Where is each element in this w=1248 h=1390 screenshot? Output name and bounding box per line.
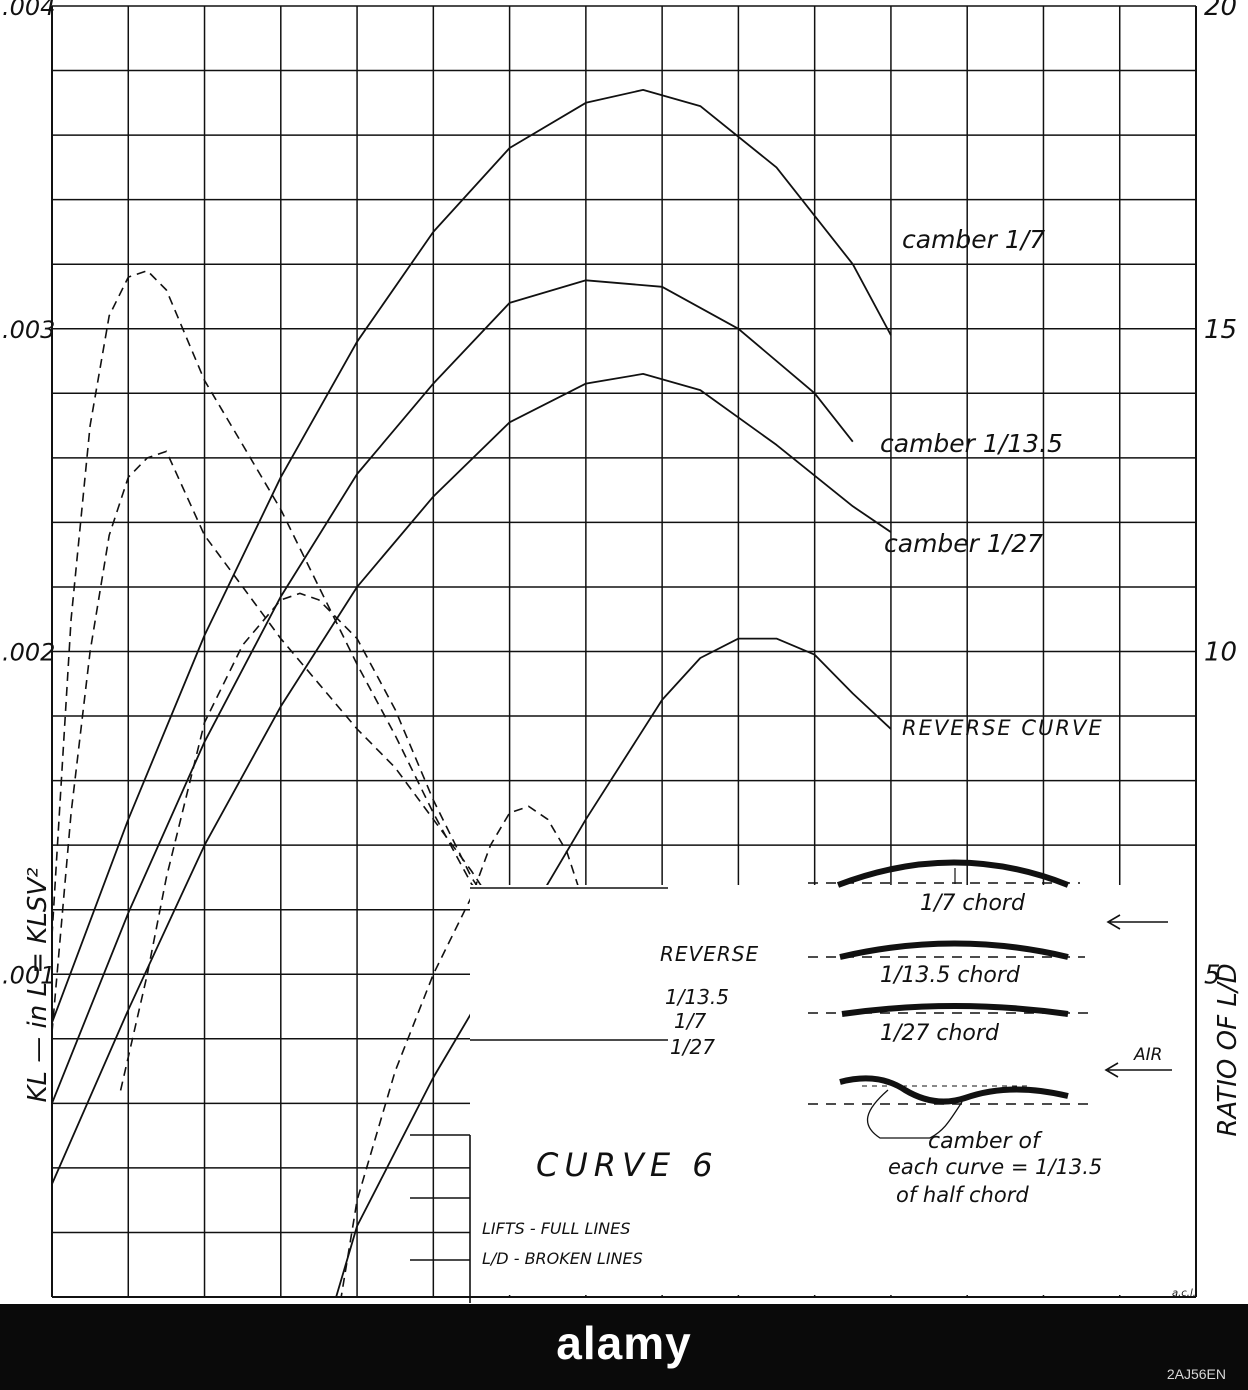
airfoil-1-27 xyxy=(808,1003,1090,1017)
left-tick-labels: .001 .002 .003 .004 xyxy=(2,0,55,989)
inset-reverse-note-1: camber of xyxy=(928,1129,1043,1154)
airfoil-1-13-5 xyxy=(808,940,1085,960)
label-ld-1-27: 1/27 xyxy=(670,1035,715,1059)
curve-labels: camber 1/7 camber 1/13.5 camber 1/27 REV… xyxy=(660,225,1104,1059)
chart-title-block: CURVE 6 LIFTS - FULL LINES L/D - BROKEN … xyxy=(482,1146,719,1268)
ld-line-1-27 xyxy=(52,269,663,1040)
inset-reverse-note-2: each curve = 1/13.5 xyxy=(888,1155,1102,1179)
air-arrows xyxy=(1104,914,1172,1078)
left-axis-title: KL — in L = KLSV² xyxy=(23,867,53,1102)
label-ld-1-7: 1/7 xyxy=(674,1009,706,1033)
watermark-logo: alamy xyxy=(556,1317,692,1369)
chart-subtitle-1: LIFTS - FULL LINES xyxy=(482,1219,630,1238)
right-tick-label: 20 xyxy=(1204,0,1237,22)
label-ld-1-13-5: 1/13.5 xyxy=(665,985,729,1009)
airfoil-reverse xyxy=(808,1075,1090,1139)
airfoil-1-7 xyxy=(808,859,1080,888)
chart-subtitle-2: L/D - BROKEN LINES xyxy=(482,1249,643,1268)
inset-chord-1-27: 1/27 chord xyxy=(880,1021,1000,1046)
lift-line-camber-1-13-5 xyxy=(52,279,854,1104)
lift-lines xyxy=(52,89,892,1297)
left-tick-label: .003 xyxy=(2,316,55,344)
right-tick-label: 5 xyxy=(1204,960,1221,990)
label-camber-1-27: camber 1/27 xyxy=(884,529,1043,558)
watermark-code: 2AJ56EN xyxy=(1166,1366,1226,1382)
lift-line-reverse-curve xyxy=(335,637,892,1297)
inset-panel xyxy=(470,885,1195,1295)
right-tick-label: 10 xyxy=(1204,638,1237,668)
inset-air: AIR xyxy=(1133,1045,1162,1065)
lift-line-camber-1-7 xyxy=(52,89,892,1024)
inset-ledgers xyxy=(410,887,668,1303)
right-axis-title: RATIO OF L/D xyxy=(1213,963,1243,1136)
label-ld-reverse: REVERSE xyxy=(660,942,759,966)
label-camber-1-13-5: camber 1/13.5 xyxy=(880,429,1063,458)
lift-line-camber-1-27 xyxy=(52,373,892,1185)
signature: a.c.l. xyxy=(1172,1288,1196,1299)
inset-chord-1-13-5: 1/13.5 chord xyxy=(880,963,1021,988)
inset-reverse-note-3: of half chord xyxy=(896,1183,1029,1207)
right-tick-labels: 5 10 15 20 xyxy=(1204,0,1237,990)
label-camber-1-7: camber 1/7 xyxy=(902,225,1045,254)
left-tick-label: .004 xyxy=(2,0,55,21)
left-tick-label: .002 xyxy=(2,639,55,667)
inset-labels: 1/7 chord 1/13.5 chord 1/27 chord AIR ca… xyxy=(880,891,1162,1207)
chart-title: CURVE 6 xyxy=(536,1146,719,1184)
right-tick-label: 15 xyxy=(1204,315,1237,345)
label-reverse-curve: REVERSE CURVE xyxy=(902,716,1104,740)
watermark-band xyxy=(0,1304,1248,1390)
inset-chord-1-7: 1/7 chord xyxy=(920,891,1026,916)
left-tick-label: .001 xyxy=(2,961,55,989)
